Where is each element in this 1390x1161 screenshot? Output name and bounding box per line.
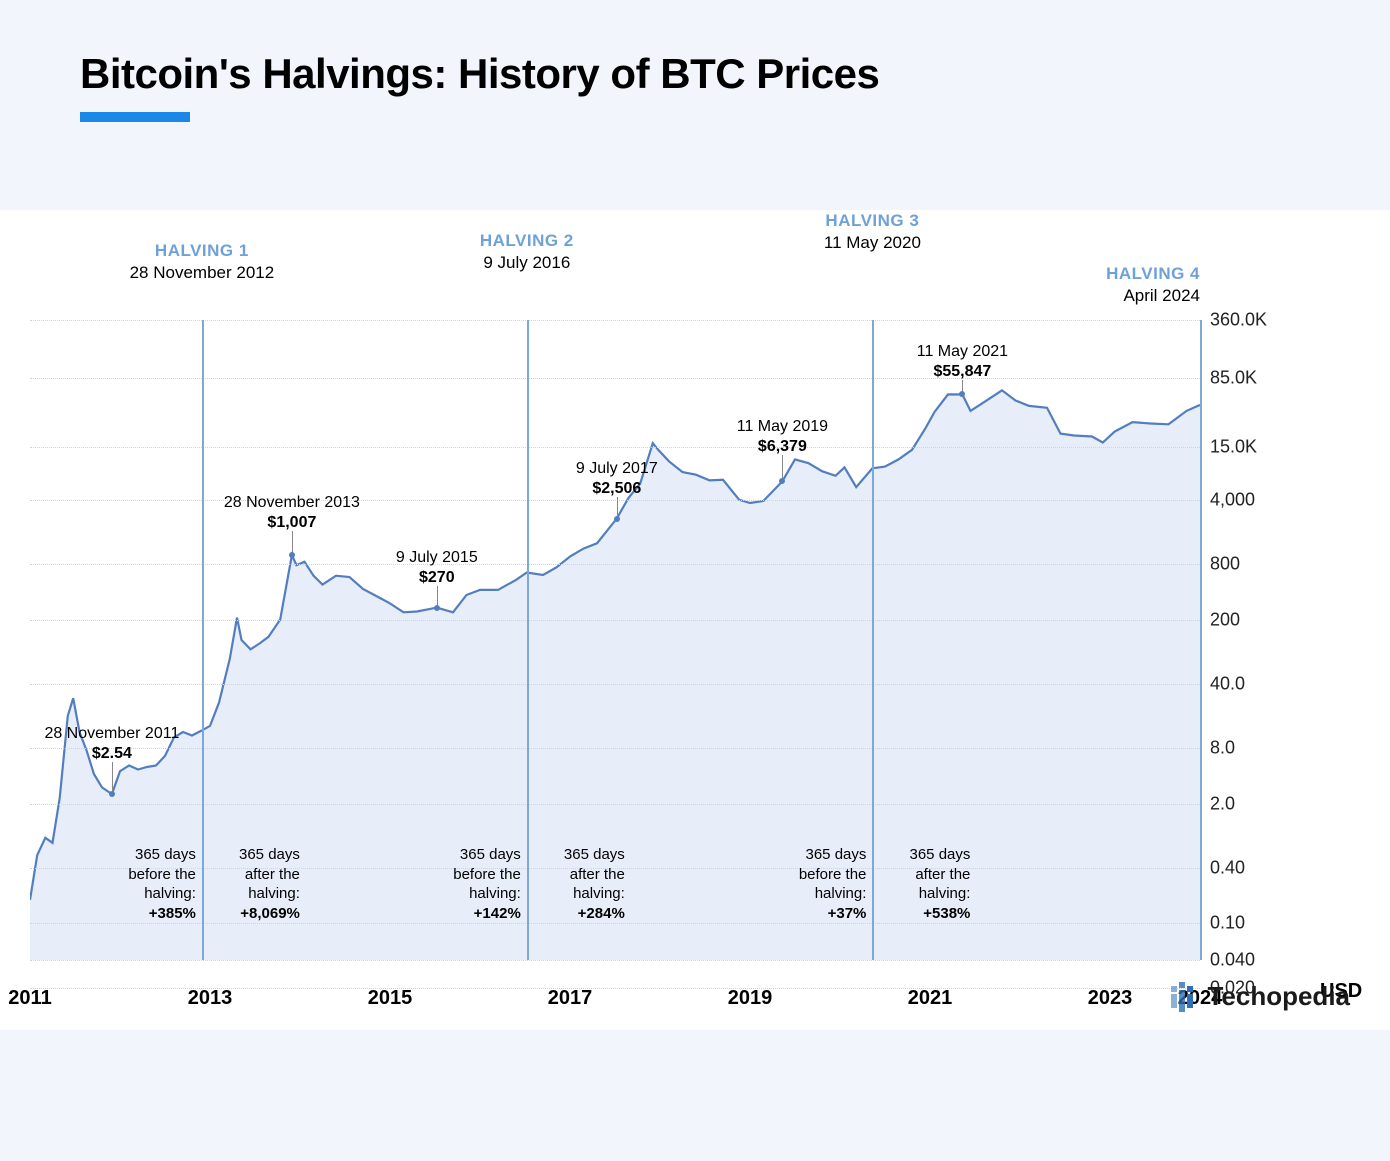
return-note: 365 daysbefore thehalving:+385% [128, 845, 196, 923]
grid-line [30, 320, 1200, 321]
callout-dot [289, 552, 295, 558]
chart-title: Bitcoin's Halvings: History of BTC Price… [80, 50, 1310, 98]
halving-header-1: HALVING 128 November 2012 [130, 240, 275, 284]
y-tick-label: 40.0 [1210, 673, 1300, 694]
y-tick-label: 800 [1210, 554, 1300, 575]
price-callout: 28 November 2013$1,007 [224, 493, 360, 533]
return-note: 365 daysbefore thehalving:+37% [799, 845, 867, 923]
return-note: 365 daysbefore thehalving:+142% [453, 845, 521, 923]
y-tick-label: 0.020 [1210, 977, 1300, 998]
grid-line [30, 748, 1200, 749]
x-tick-label: 2015 [368, 987, 413, 1010]
return-note: 365 daysafter thehalving:+284% [564, 845, 625, 923]
grid-line [30, 804, 1200, 805]
y-tick-label: 360.0K [1210, 310, 1300, 331]
y-tick-label: 85.0K [1210, 367, 1300, 388]
callout-stem [112, 762, 113, 794]
halving-header-2: HALVING 29 July 2016 [480, 230, 574, 274]
x-tick-label: 2013 [188, 987, 233, 1010]
y-tick-label: 0.10 [1210, 913, 1300, 934]
x-tick-label: 2021 [908, 987, 953, 1010]
grid-line [30, 923, 1200, 924]
halving-line-2 [527, 320, 529, 960]
price-callout: 11 May 2019$6,379 [737, 417, 828, 457]
brand-icon [1167, 982, 1197, 1012]
halving-line-4 [1200, 320, 1202, 960]
x-tick-label: 2023 [1088, 987, 1133, 1010]
accent-bar [80, 112, 190, 122]
y-tick-label: 4,000 [1210, 489, 1300, 510]
halving-header-4: HALVING 4April 2024 [1106, 263, 1200, 307]
callout-dot [109, 791, 115, 797]
halving-line-3 [872, 320, 874, 960]
x-tick-label: 2011 [8, 987, 51, 1010]
grid-line [30, 447, 1200, 448]
grid-line [30, 684, 1200, 685]
price-callout: 9 July 2017$2,506 [576, 459, 658, 499]
plot-area: 20112013201520172019202120232024HALVING … [30, 320, 1200, 960]
callout-dot [614, 516, 620, 522]
return-note: 365 daysafter thehalving:+538% [910, 845, 971, 923]
return-note: 365 daysafter thehalving:+8,069% [239, 845, 300, 923]
grid-line [30, 564, 1200, 565]
callout-dot [434, 605, 440, 611]
y-tick-label: 2.0 [1210, 793, 1300, 814]
y-tick-label: 0.040 [1210, 950, 1300, 971]
price-callout: 11 May 2021$55,847 [917, 342, 1008, 382]
x-tick-label: 2017 [548, 987, 593, 1010]
x-tick-label: 2019 [728, 987, 773, 1010]
halving-header-3: HALVING 311 May 2020 [824, 210, 921, 254]
halving-line-1 [202, 320, 204, 960]
y-tick-label: 0.40 [1210, 857, 1300, 878]
y-tick-label: 200 [1210, 609, 1300, 630]
price-callout: 28 November 2011$2.54 [44, 724, 179, 764]
price-callout: 9 July 2015$270 [396, 548, 478, 588]
grid-line [30, 620, 1200, 621]
chart-panel: 20112013201520172019202120232024HALVING … [0, 210, 1390, 1030]
grid-line [30, 500, 1200, 501]
grid-line [30, 960, 1200, 961]
grid-line [30, 378, 1200, 379]
y-tick-label: 8.0 [1210, 738, 1300, 759]
y-tick-label: 15.0K [1210, 437, 1300, 458]
